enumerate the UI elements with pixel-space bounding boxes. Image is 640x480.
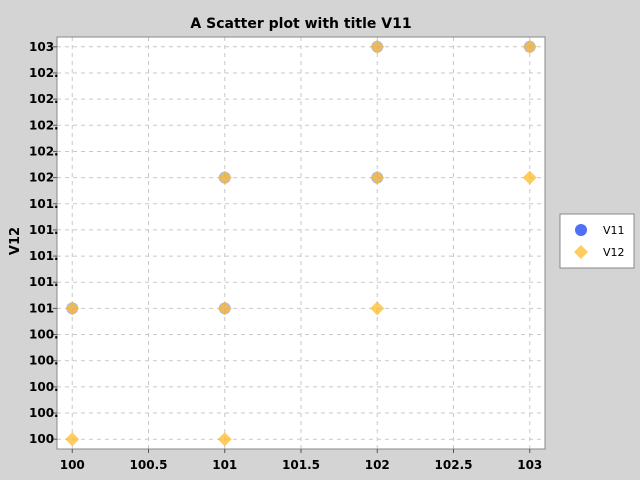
y-tick-label: 100. bbox=[29, 328, 59, 342]
series-v12 bbox=[65, 39, 537, 447]
legend-box bbox=[559, 213, 635, 269]
x-tick-label: 102 bbox=[365, 458, 390, 472]
y-tick-label: 103 bbox=[29, 40, 54, 54]
data-point-v12 bbox=[65, 301, 80, 316]
grid-lines bbox=[57, 37, 545, 449]
y-tick-label: 101. bbox=[29, 249, 59, 263]
data-point-v12 bbox=[217, 432, 232, 447]
y-tick-label: 100. bbox=[29, 406, 59, 420]
y-axis: 100 100. 100. 100. 100. 101 101. 101. 101. 101. 10… bbox=[29, 40, 59, 446]
y-tick-label: 102 bbox=[29, 171, 54, 185]
y-tick-label: 100. bbox=[29, 354, 59, 368]
x-tick-label: 101.5 bbox=[282, 458, 320, 472]
data-point-v12 bbox=[370, 170, 385, 185]
data-point-v12 bbox=[522, 39, 537, 54]
y-tick-label: 101. bbox=[29, 223, 59, 237]
x-tick-label: 100.5 bbox=[130, 458, 168, 472]
x-tick-label: 103 bbox=[517, 458, 542, 472]
x-tick-label: 102.5 bbox=[435, 458, 473, 472]
legend-item-v11: V11 bbox=[575, 224, 625, 237]
y-tick-label: 102. bbox=[29, 118, 59, 132]
y-axis-label: V12 bbox=[8, 227, 23, 255]
y-tick-label: 102. bbox=[29, 66, 59, 80]
plot-area: 100 100.5 101 101.5 102 102.5 103100100.100.10… bbox=[29, 36, 546, 472]
chart-title: A Scatter plot with title V11 bbox=[190, 16, 411, 32]
plot-background bbox=[57, 37, 545, 449]
data-points bbox=[65, 39, 537, 447]
legend-label: V11 bbox=[603, 224, 625, 237]
y-tick-label: 102. bbox=[29, 144, 59, 158]
x-axis: 100 100.5 101 101.5 102 102.5 103 bbox=[60, 449, 542, 472]
y-tick-label: 102. bbox=[29, 92, 59, 106]
legend-item-v12: V12 bbox=[574, 245, 625, 259]
legend-label: V12 bbox=[603, 246, 625, 259]
x-tick-label: 101 bbox=[212, 458, 237, 472]
data-point-v12 bbox=[217, 301, 232, 316]
y-tick-label: 101. bbox=[29, 275, 59, 289]
legend-marker-circle-icon bbox=[575, 224, 587, 236]
legend-marker-diamond-icon bbox=[574, 245, 588, 259]
legend: V11 V12 bbox=[559, 213, 635, 269]
data-point-v12 bbox=[65, 432, 80, 447]
y-tick-label: 101. bbox=[29, 197, 59, 211]
y-tick-label: 100. bbox=[29, 380, 59, 394]
x-tick-label: 100 bbox=[60, 458, 85, 472]
data-point-v12 bbox=[370, 39, 385, 54]
data-point-v12 bbox=[522, 170, 537, 185]
data-point-v12 bbox=[217, 170, 232, 185]
y-tick-label: 100 bbox=[29, 432, 54, 446]
data-point-v12 bbox=[370, 301, 385, 316]
y-tick-label: 101 bbox=[29, 301, 54, 315]
